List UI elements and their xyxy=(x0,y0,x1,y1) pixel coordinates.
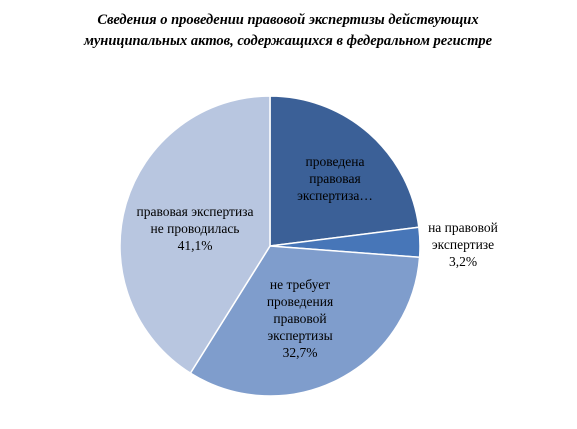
slice-label: проведена правовая экспертиза… xyxy=(280,153,390,204)
pie-slice xyxy=(119,95,271,375)
pie-slice xyxy=(269,95,420,247)
category-label: на правовой экспертизе xyxy=(428,219,498,252)
value-label: 32,7% xyxy=(282,344,318,360)
pie-slice xyxy=(189,245,421,397)
slice-label: не требует проведения правовой экспертиз… xyxy=(245,276,355,361)
category-label: правовая экспертиза не проводилась xyxy=(136,203,254,236)
slice-label: правовая экспертиза не проводилась 41,1% xyxy=(135,203,255,254)
category-label: проведена правовая экспертиза… xyxy=(297,153,373,203)
category-label: не требует проведения правовой экспертиз… xyxy=(266,276,334,343)
value-label: 41,1% xyxy=(177,237,213,253)
slice-label: на правовой экспертизе 3,2% xyxy=(413,219,513,270)
value-label: 3,2% xyxy=(448,253,478,269)
chart-title: Сведения о проведении правовой экспертиз… xyxy=(83,12,493,49)
